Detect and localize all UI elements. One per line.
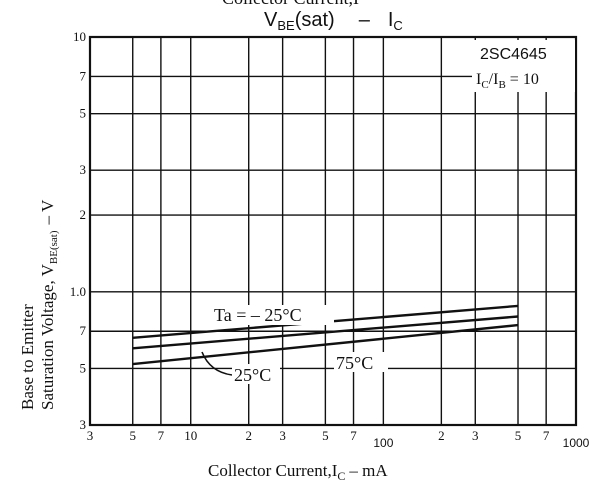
x-axis-title: Collector Current,IC – mA — [208, 461, 388, 483]
label-bg-75 — [334, 352, 388, 372]
x-tick-label-6: 5 — [322, 428, 329, 443]
label-bg-25 — [232, 364, 280, 384]
y-tick-label-5: 3 — [80, 162, 87, 177]
x-tick-label-12: 7 — [543, 428, 550, 443]
plot-frame — [88, 35, 578, 427]
x-tick-label-4: 2 — [245, 428, 252, 443]
y-tick-label-3: 1.0 — [70, 284, 86, 299]
series-label-25: 25°C — [234, 365, 271, 385]
chart-title: VBE(sat) – IC — [264, 9, 403, 33]
tick-labels: 3 5 7 10 2 3 5 7 100 2 3 5 7 1000 3 5 7 1.0 2 3 5 7 10 — [70, 29, 590, 450]
x-tick-label-8: 100 — [373, 436, 393, 450]
x-tick-label-13: 1000 — [563, 436, 590, 450]
chart-grid — [90, 37, 576, 425]
test-condition: IC/IB = 10 — [476, 71, 539, 91]
label-bg-m25 — [212, 305, 334, 325]
y-tick-label-6: 5 — [80, 106, 87, 121]
y-tick-label-1: 5 — [80, 360, 87, 375]
x-tick-label-7: 7 — [350, 428, 357, 443]
y-tick-label-7: 7 — [80, 68, 87, 83]
series-label-75: 75°C — [336, 353, 373, 373]
x-tick-label-11: 5 — [515, 428, 522, 443]
x-tick-label-9: 2 — [438, 428, 445, 443]
x-tick-label-2: 7 — [158, 428, 165, 443]
y-tick-label-4: 2 — [80, 207, 87, 222]
leader-25 — [201, 351, 233, 376]
x-tick-label-3: 10 — [184, 428, 197, 443]
series-line-1 — [132, 315, 519, 350]
series-label-m25: Ta = – 25°C — [214, 305, 302, 325]
x-tick-label-10: 3 — [472, 428, 479, 443]
y-axis-title-line1: Base to Emitter — [18, 304, 37, 410]
partial-top-text: Collector Current,I — [222, 0, 359, 8]
y-axis-title-line2: Saturation Voltage, VBE(sat)– V — [38, 199, 60, 410]
annotation-box — [472, 40, 575, 92]
y-tick-label-2: 7 — [80, 323, 87, 338]
x-tick-label-1: 5 — [129, 428, 136, 443]
x-tick-label-5: 3 — [279, 428, 286, 443]
part-number: 2SC4645 — [480, 46, 547, 63]
x-tick-label-0: 3 — [87, 428, 94, 443]
y-tick-label-0: 3 — [80, 417, 87, 432]
y-tick-label-8: 10 — [73, 29, 86, 44]
series-line-2 — [132, 323, 519, 366]
